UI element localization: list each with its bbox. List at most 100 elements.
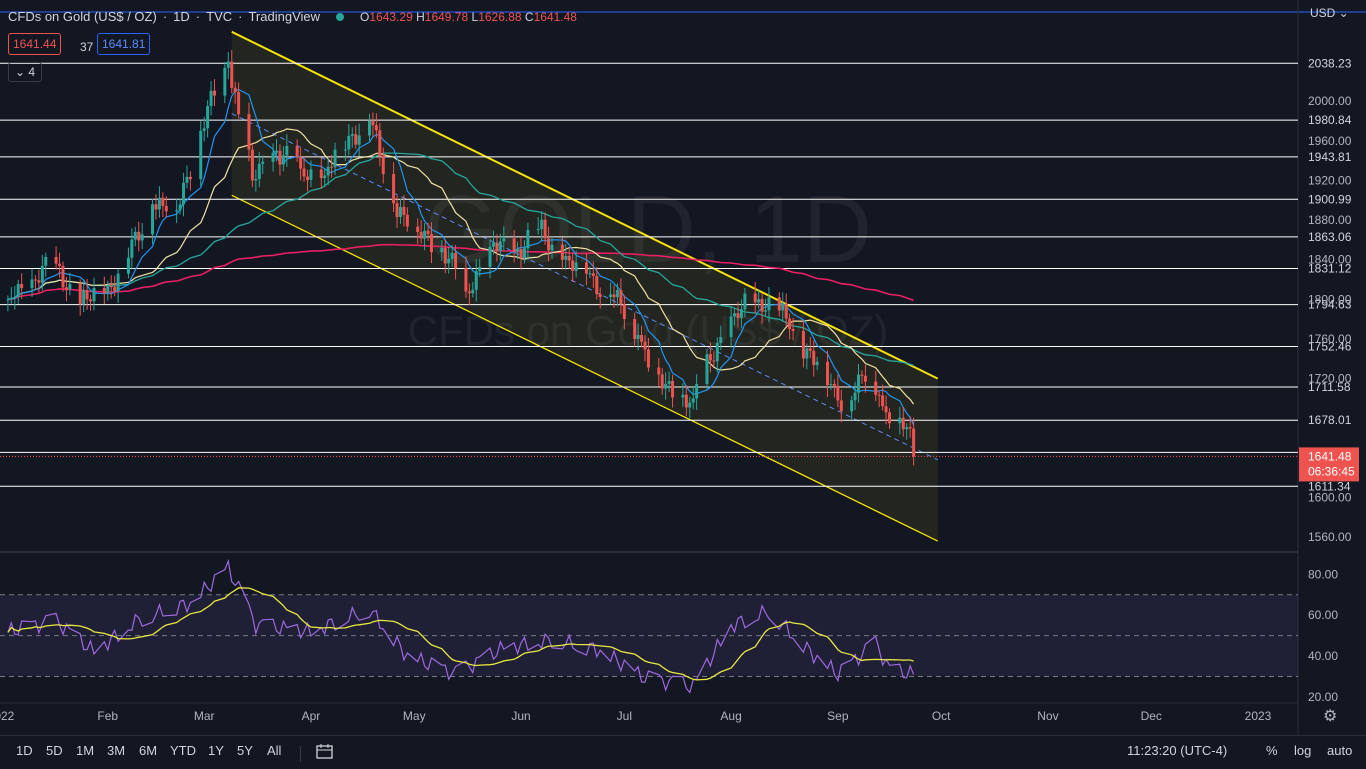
rsi-y-tick-label: 80.00 <box>1308 567 1338 581</box>
candle-body <box>836 385 840 401</box>
interval-label[interactable]: 1D <box>173 9 190 24</box>
indicators-toggle[interactable]: ⌄ 4 <box>8 62 43 82</box>
candle-body <box>40 265 44 283</box>
candle-body <box>175 210 179 212</box>
range-5d[interactable]: 5D <box>46 743 63 758</box>
range-1d[interactable]: 1D <box>16 743 33 758</box>
range-ytd[interactable]: YTD <box>170 743 196 758</box>
candle-body <box>182 182 186 205</box>
y-tick-label: 1960.00 <box>1308 134 1352 148</box>
log-scale-toggle[interactable]: log <box>1294 743 1312 758</box>
candle-body <box>295 145 299 158</box>
candle-body <box>254 178 258 181</box>
candle-body <box>6 299 10 301</box>
candle-body <box>781 303 785 311</box>
settings-gear-icon[interactable]: ⚙ <box>1323 708 1338 725</box>
candle-body <box>739 309 743 318</box>
bar-countdown-label: 06:36:45 <box>1308 464 1355 478</box>
chevron-down-icon: ⌄ <box>15 65 26 79</box>
y-tick-label: 1760.00 <box>1308 332 1352 346</box>
sma50-line <box>7 152 914 367</box>
candle-body <box>109 285 113 288</box>
candle-body <box>609 294 613 298</box>
candle-body <box>126 257 130 274</box>
level-price-label: 1794.63 <box>1308 298 1352 312</box>
x-tick-label: 2023 <box>1245 709 1272 723</box>
candle-body <box>347 135 351 150</box>
candle-body <box>526 229 530 249</box>
percent-scale-toggle[interactable]: % <box>1266 743 1278 758</box>
candle-body <box>757 299 761 303</box>
candle-body <box>443 247 447 264</box>
x-tick-label: Sep <box>827 709 849 723</box>
candle-body <box>285 145 289 156</box>
level-label-bg <box>1299 112 1361 129</box>
candle-body <box>130 239 134 258</box>
candle-body <box>309 169 313 180</box>
candle-body <box>113 287 117 291</box>
currency-selector[interactable]: USD ⌄ <box>1310 6 1349 20</box>
range-1m[interactable]: 1M <box>76 743 95 758</box>
candle-body <box>712 360 716 362</box>
ema10-line <box>7 88 915 426</box>
candle-body <box>832 384 836 386</box>
candle-body <box>812 350 816 366</box>
candle-body <box>323 175 327 179</box>
x-tick-label: Dec <box>1141 709 1162 723</box>
candle-body <box>905 427 909 430</box>
auto-scale-toggle[interactable]: auto <box>1327 743 1353 758</box>
range-all[interactable]: All <box>267 743 282 758</box>
candle-body <box>278 150 282 165</box>
candle-body <box>478 266 482 272</box>
candle-body <box>250 149 254 181</box>
level-label-bg <box>1299 412 1361 429</box>
candle-body <box>209 90 213 107</box>
candle-body <box>488 246 492 267</box>
candle-body <box>326 166 330 176</box>
candle-body <box>808 348 812 351</box>
clock-timezone[interactable]: 11:23:20 (UTC-4) <box>1127 743 1228 758</box>
candle-body <box>64 287 68 290</box>
buy-price-button[interactable]: 1641.81 <box>97 33 151 55</box>
y-tick-label: 1920.00 <box>1308 173 1352 187</box>
range-3m[interactable]: 3M <box>107 743 126 758</box>
range-6m[interactable]: 6M <box>139 743 158 758</box>
candle-body <box>237 91 241 115</box>
candle-body <box>657 367 661 375</box>
candle-body <box>395 203 399 218</box>
candle-body <box>116 273 120 291</box>
level-price-label: 1863.06 <box>1308 230 1352 244</box>
range-5y[interactable]: 5Y <box>237 743 253 758</box>
candle-body <box>202 128 206 131</box>
date-range-icon[interactable] <box>316 743 334 762</box>
candle-body <box>464 268 468 292</box>
candle-body <box>151 204 155 235</box>
candle-body <box>829 384 833 386</box>
candle-body <box>502 238 506 242</box>
candle-body <box>137 231 141 241</box>
candle-body <box>550 244 554 251</box>
symbol-title[interactable]: CFDs on Gold (US$ / OZ) <box>8 9 157 24</box>
candle-body <box>89 299 93 302</box>
candle-body <box>426 230 430 235</box>
candle-body <box>671 380 675 398</box>
candle-body <box>378 130 382 157</box>
x-tick-label: May <box>403 709 426 723</box>
candle-body <box>715 342 719 362</box>
candle-body <box>374 125 378 131</box>
candle-body <box>157 197 161 210</box>
candle-body <box>206 106 210 129</box>
candle-body <box>729 316 733 338</box>
level-label-bg <box>1299 296 1361 313</box>
candle-body <box>164 205 168 212</box>
candle-body <box>622 304 626 320</box>
sell-price-button[interactable]: 1641.44 <box>8 33 62 55</box>
candle-body <box>330 166 334 168</box>
last-price-badge <box>1299 447 1359 482</box>
candle-body <box>61 265 65 288</box>
candle-body <box>753 293 757 303</box>
candle-body <box>815 361 819 366</box>
range-1y[interactable]: 1Y <box>208 743 224 758</box>
y-tick-label: 2000.00 <box>1308 94 1352 108</box>
